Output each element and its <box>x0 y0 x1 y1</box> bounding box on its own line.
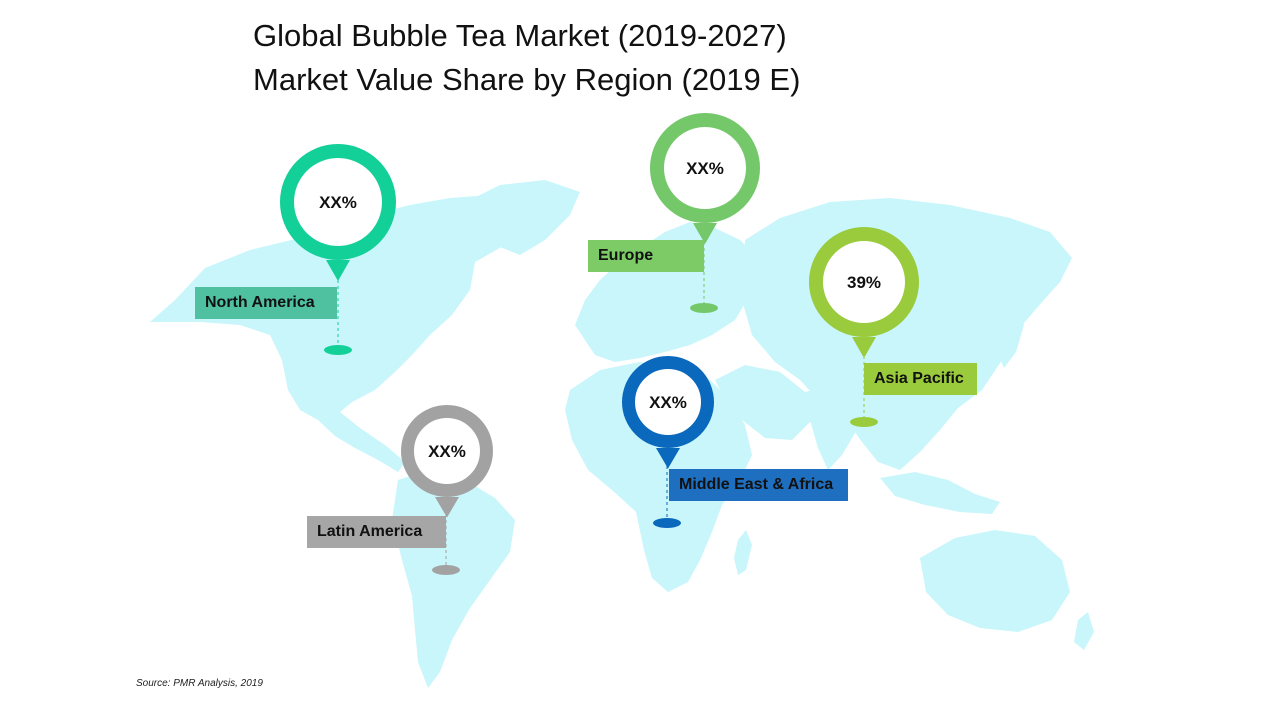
pin-value: XX% <box>649 393 687 412</box>
pin-pointer <box>435 497 459 518</box>
pin-ground-dot <box>324 345 352 355</box>
pin-middle-east-africa: XX% <box>622 356 714 528</box>
pin-asia-pacific: 39% <box>809 227 919 427</box>
continent-europe <box>575 222 760 362</box>
pin-pointer <box>852 337 876 358</box>
pin-value: 39% <box>847 273 881 292</box>
pin-north-america: XX% <box>280 144 396 355</box>
continent-madagascar <box>734 530 752 575</box>
continent-india <box>805 385 860 470</box>
pin-latin-america: XX% <box>401 405 493 575</box>
pin-ground-dot <box>690 303 718 313</box>
label-latin-america: Latin America <box>307 516 446 548</box>
pin-pointer <box>656 448 680 469</box>
pin-europe: XX% <box>650 113 760 313</box>
continent-greenland <box>470 180 580 255</box>
pin-ring <box>809 227 919 337</box>
continent-australia <box>920 530 1070 632</box>
pin-ring <box>622 356 714 448</box>
pin-pointer <box>693 223 717 244</box>
pin-ground-dot <box>653 518 681 528</box>
pin-ground-dot <box>850 417 878 427</box>
chart-title: Global Bubble Tea Market (2019-2027) Mar… <box>253 14 800 102</box>
label-north-america: North America <box>195 287 337 319</box>
pin-value: XX% <box>686 159 724 178</box>
continent-japan <box>996 305 1024 368</box>
title-line-2: Market Value Share by Region (2019 E) <box>253 62 801 97</box>
label-asia-pacific: Asia Pacific <box>864 363 977 395</box>
continent-north-america <box>150 195 525 420</box>
pin-value: XX% <box>428 442 466 461</box>
label-europe: Europe <box>588 240 704 272</box>
pin-ring <box>401 405 493 497</box>
continent-central-america <box>318 412 405 472</box>
pin-ring <box>280 144 396 260</box>
pin-ring <box>650 113 760 223</box>
continent-southeast-asia-islands <box>880 472 1000 514</box>
continent-new-zealand <box>1074 612 1094 650</box>
source-note: Source: PMR Analysis, 2019 <box>136 678 263 689</box>
pin-ground-dot <box>432 565 460 575</box>
pin-value: XX% <box>319 193 357 212</box>
continent-middle-east <box>715 365 812 440</box>
pin-pointer <box>326 260 350 281</box>
title-line-1: Global Bubble Tea Market (2019-2027) <box>253 18 787 53</box>
region-pins: XX% XX% 39% XX% XX% <box>280 113 919 575</box>
label-middle-east-africa: Middle East & Africa <box>669 469 848 501</box>
